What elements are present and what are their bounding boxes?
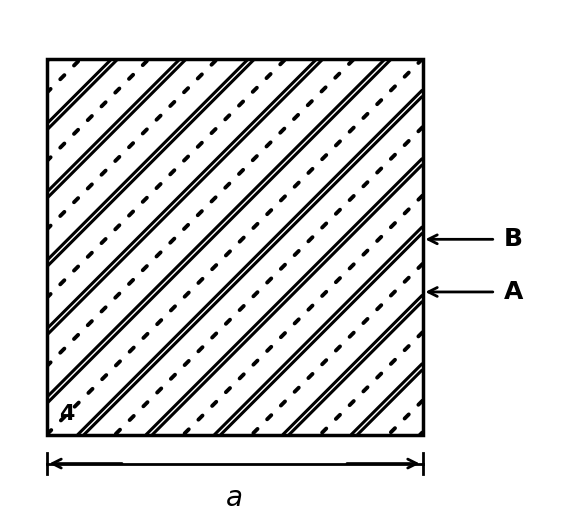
Text: a: a	[226, 485, 243, 512]
Bar	[47, 59, 422, 435]
Text: A: A	[503, 280, 523, 304]
Text: 4: 4	[60, 404, 75, 424]
Text: B: B	[503, 227, 522, 251]
Bar	[47, 59, 422, 435]
